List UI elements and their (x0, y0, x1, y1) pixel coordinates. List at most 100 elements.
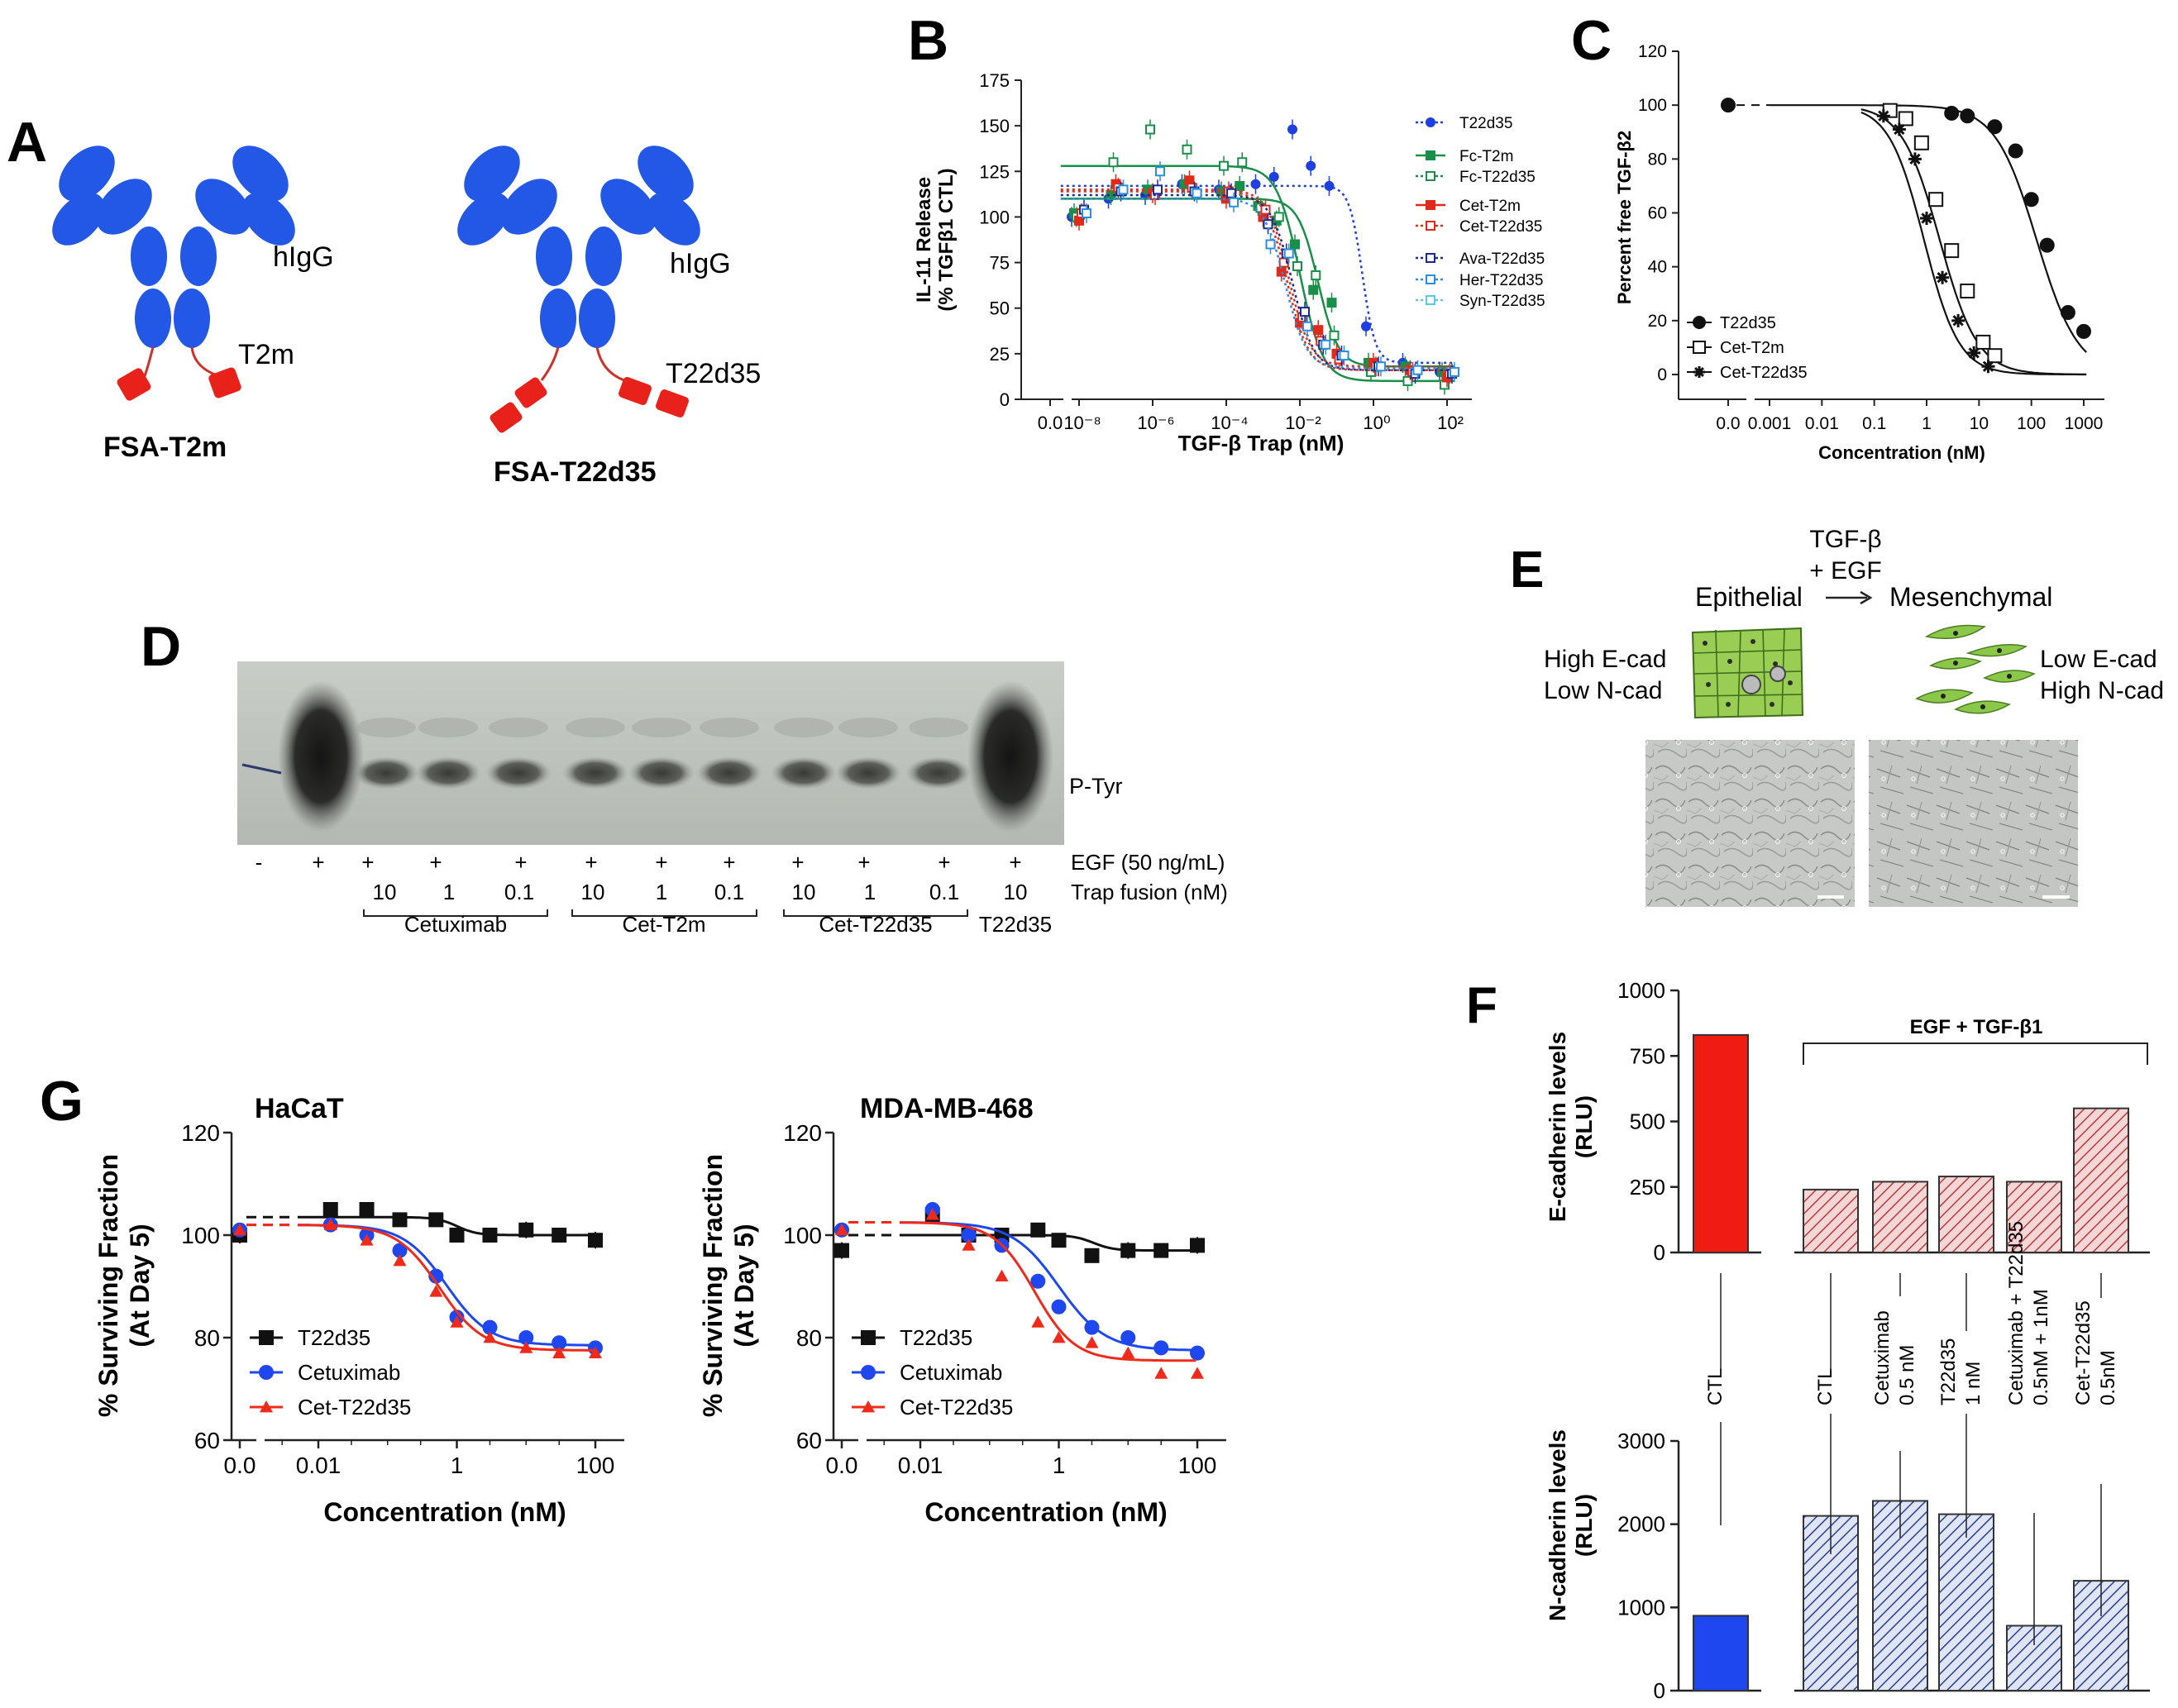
chart-c-xlabel: Concentration (nM) (1818, 442, 1985, 463)
y-tick-label: 25 (990, 344, 1010, 365)
data-point-Syn-T22d35 (1339, 351, 1349, 361)
y-tick-label: 20 (1648, 312, 1667, 331)
fit-curve-T22d35 (1770, 104, 2087, 353)
data-point-T22d35 (2008, 143, 2023, 159)
data-point-Syn-T22d35 (1376, 361, 1386, 372)
legend-label: Cet-T22d35 (1459, 218, 1542, 236)
egf-sign: + (655, 850, 667, 875)
chart-c-ylabel: Percent free TGF-β2 (1614, 131, 1635, 304)
egf-sign: + (585, 850, 597, 875)
band (353, 756, 419, 790)
data-point-Cet-T22d35 (1191, 1367, 1204, 1379)
x-tick-label: 10⁻⁴ (1211, 413, 1249, 433)
data-point-Cetuximab (1084, 1319, 1100, 1335)
x-tick-label: 0.001 (1748, 414, 1792, 433)
epithelial-cells-illustration (1691, 627, 1804, 719)
condition-label: 1 nM (1962, 1362, 1985, 1405)
y-tick-label: 120 (181, 1120, 220, 1146)
fit-curve-Cet-T22d35 (1060, 188, 1454, 368)
x-tick-label: 10⁻⁶ (1137, 413, 1174, 433)
y-tick-label: 125 (979, 161, 1010, 182)
legend-marker (861, 1365, 876, 1380)
y-tick-label: 60 (194, 1428, 220, 1453)
panel-b-letter: B (908, 9, 948, 72)
emt-arrow-top2: + EGF (1809, 557, 1882, 584)
data-point-Cet-T2m (1329, 330, 1340, 341)
data-point-Syn-T22d35 (1321, 339, 1331, 350)
condition-label: Cetuximab (1871, 1310, 1894, 1405)
mesenchymal-label: Mesenchymal (1889, 582, 2052, 612)
antibody2-hlgg-label: hIgG (670, 248, 731, 279)
data-point-T22d35 (1084, 1248, 1100, 1263)
legend-label: Fc-T2m (1459, 148, 1513, 165)
egf-tgf-bracket-label: EGF + TGF-β1 (1910, 1016, 2043, 1038)
x-tick-label: 0.01 (296, 1453, 342, 1478)
fit-curve-T22d35 (899, 1233, 1196, 1252)
epithelial-label: Epithelial (1695, 582, 1803, 612)
data-point-Fc-T2m (1326, 298, 1337, 308)
chart-g-right-title: MDA-MB-468 (860, 1093, 1034, 1124)
data-point-T22d35 (1306, 160, 1316, 171)
y-tick-label: 150 (979, 116, 1010, 136)
left-markers-line1: High E-cad (1544, 646, 1666, 673)
legend-label: Ava-T22d35 (1459, 250, 1545, 268)
condition-label: T22d35 (1937, 1338, 1960, 1405)
lane-group-label: Cet-T2m (622, 912, 705, 937)
condition-label: CTL (1704, 1368, 1727, 1405)
data-point-Cet-T22d35 (1085, 1336, 1099, 1348)
antibody1-tag-label: T2m (238, 339, 294, 370)
panel-d: D P-Tyr - + + + + + + + + + + +10 1 0.1 10 1 0.1 10 1 0.1 10… (141, 615, 1228, 937)
y-tick-label: 50 (990, 298, 1010, 319)
data-point-Syn-T22d35 (1450, 366, 1459, 377)
fit-curve-Cet-T2m (1060, 165, 1454, 383)
lane-group-bracket (783, 909, 968, 917)
data-point-Syn-T22d35 (1283, 248, 1294, 259)
legend-marker (1426, 295, 1435, 305)
x-tick-label: 1000 (2065, 414, 2104, 433)
x-tick-label: 0.0 (1038, 413, 1063, 433)
data-point-Cet-T22d35 (1876, 109, 1890, 123)
band (771, 756, 837, 790)
lane-group-bracket (571, 909, 757, 917)
condition-label: Cetuximab + T22d35 (2005, 1221, 2028, 1405)
data-point-Cet-T22d35 (323, 1218, 337, 1230)
data-point-Cet-T2m (1913, 135, 1929, 150)
x-tick-label: 10 (1970, 414, 1989, 433)
x-tick-label: 0.01 (1805, 414, 1839, 433)
micrograph-mesenchymal (1869, 740, 2078, 907)
lane-group-bracket (363, 909, 548, 917)
data-point-Cet-T2m (1292, 260, 1302, 271)
x-tick-label: 0.0 (224, 1453, 256, 1478)
egf-sign: + (723, 850, 735, 875)
data-point-Cet-T22d35 (1052, 1331, 1066, 1343)
data-point-T22d35 (1250, 179, 1261, 189)
fit-curve-Ava-T22d35 (1060, 190, 1454, 371)
data-point-Cet-T2m (1975, 334, 1991, 350)
chart-g-hacat: 60 80 100 120 0.0 0.01 1 100 T22d35 Cetuximab Cet-… (181, 1120, 624, 1478)
data-point-Cet-T22d35 (1031, 1315, 1045, 1328)
data-point-Cet-T22d35 (1936, 270, 1950, 284)
data-point-T22d35 (2039, 237, 2055, 253)
chart-g-right-ylabel2: (At Day 5) (729, 1224, 759, 1347)
axis-break (1063, 396, 1072, 403)
axis-break (1746, 396, 1755, 403)
data-point-Cet-T2m (1402, 375, 1413, 386)
data-point-Cet-T22d35 (835, 1223, 848, 1236)
data-point-T22d35 (1153, 1243, 1169, 1258)
condition-label: 0.5 nM (1896, 1345, 1918, 1405)
chart-g-left-title: HaCaT (255, 1093, 344, 1124)
panel-c: C 0 20 40 60 80 100 120 0.0 0.001 0.01 0.1 1 10 100 10… (1571, 9, 2104, 463)
data-point-T22d35 (588, 1233, 603, 1248)
data-point-Cet-T22d35 (589, 1346, 602, 1358)
band-faint (632, 718, 691, 737)
data-point-Cet-T22d35 (393, 1254, 407, 1267)
data-point-Her-T22d35 (1153, 184, 1163, 195)
band-faint (356, 718, 416, 737)
band-faint (774, 718, 833, 737)
fit-curve-Syn-T22d35 (1060, 198, 1454, 370)
data-point-Cet-T22d35 (552, 1346, 566, 1358)
legend-label: T22d35 (1720, 314, 1776, 332)
band (485, 756, 552, 790)
panel-a-letter: A (7, 111, 47, 174)
